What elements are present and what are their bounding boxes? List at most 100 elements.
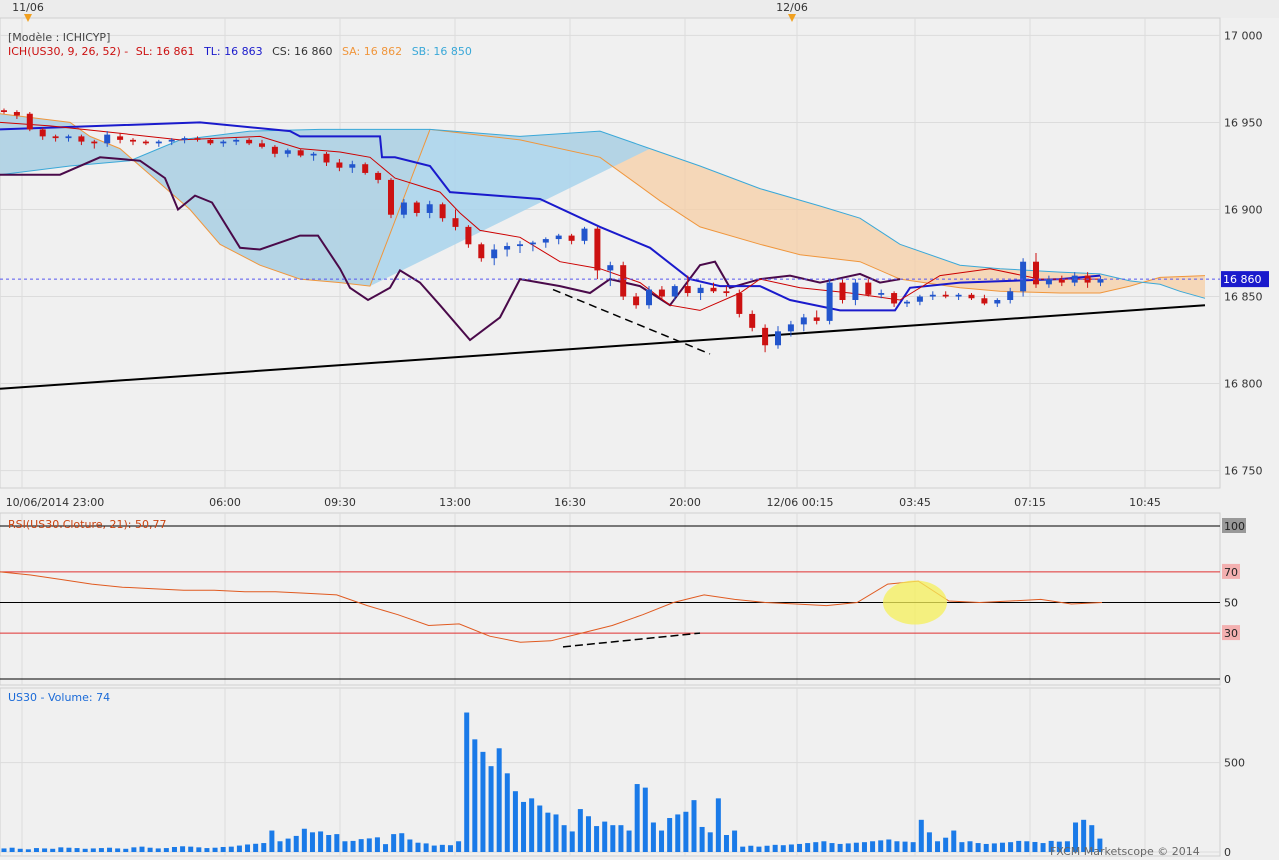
volume-bar bbox=[220, 846, 226, 852]
candle-body bbox=[39, 129, 46, 137]
volume-bar bbox=[618, 825, 624, 852]
candle-body bbox=[284, 150, 291, 154]
volume-bar bbox=[659, 830, 665, 852]
volume-bar bbox=[967, 841, 973, 852]
volume-bar bbox=[545, 812, 551, 852]
volume-bar bbox=[512, 791, 518, 852]
rsi-level-label: 30 bbox=[1224, 627, 1238, 640]
candle-body bbox=[994, 300, 1001, 304]
volume-bar bbox=[155, 848, 161, 852]
trendline-support bbox=[0, 304, 1206, 390]
candle-body bbox=[78, 136, 85, 142]
volume-bar bbox=[423, 843, 429, 852]
volume-bar bbox=[342, 841, 348, 852]
candle-body bbox=[246, 139, 253, 144]
volume-tick-label: 0 bbox=[1224, 846, 1231, 859]
volume-bar bbox=[58, 847, 64, 852]
volume-panel bbox=[0, 687, 1221, 857]
candle-body bbox=[207, 139, 214, 144]
volume-bar bbox=[245, 844, 251, 852]
current-price-badge bbox=[1221, 271, 1269, 288]
candle-body bbox=[181, 138, 188, 140]
candle-body bbox=[594, 228, 601, 271]
volume-bar bbox=[33, 848, 39, 852]
candle-body bbox=[607, 265, 614, 271]
candle-body bbox=[839, 282, 846, 300]
sb-label: SB: 16 850 bbox=[411, 45, 472, 58]
candle-body bbox=[852, 282, 859, 300]
volume-bar bbox=[853, 842, 859, 852]
current-price-label: 16 860 bbox=[1223, 273, 1262, 286]
volume-bar bbox=[439, 844, 445, 852]
volume-bar bbox=[594, 826, 600, 852]
volume-bar bbox=[861, 842, 867, 852]
candle-body bbox=[388, 179, 394, 215]
volume-bar bbox=[1008, 842, 1014, 852]
ichimoku-cloud-bull bbox=[0, 113, 650, 287]
volume-bar bbox=[650, 822, 656, 852]
volume-bar bbox=[131, 847, 137, 852]
candle-body bbox=[891, 293, 898, 304]
x-axis-label: 16:30 bbox=[554, 496, 586, 509]
candle-body bbox=[297, 150, 304, 156]
x-axis-label: 13:00 bbox=[439, 496, 471, 509]
candle-body bbox=[375, 172, 382, 180]
volume-bar bbox=[764, 845, 770, 852]
volume-bar bbox=[391, 834, 397, 852]
volume-bar bbox=[188, 846, 194, 852]
volume-bar bbox=[285, 838, 291, 852]
volume-bar bbox=[115, 848, 121, 852]
candle-body bbox=[1, 110, 7, 112]
candle-body bbox=[452, 218, 459, 227]
candle-body bbox=[736, 293, 743, 314]
candle-body bbox=[723, 291, 730, 294]
volume-bar bbox=[707, 832, 713, 852]
volume-bar bbox=[894, 841, 900, 852]
candle-body bbox=[439, 204, 446, 219]
volume-bar bbox=[902, 841, 908, 852]
volume-bar bbox=[1089, 825, 1095, 852]
volume-bar bbox=[935, 841, 941, 852]
candle-body bbox=[336, 162, 343, 168]
volume-bar bbox=[42, 848, 48, 852]
candle-body bbox=[671, 286, 678, 297]
candle-body bbox=[542, 239, 549, 243]
volume-bar bbox=[829, 843, 835, 852]
volume-bar bbox=[797, 843, 803, 852]
candle-body bbox=[104, 134, 111, 144]
volume-bar bbox=[1064, 841, 1070, 852]
volume-bar bbox=[772, 844, 778, 852]
candle-body bbox=[400, 202, 407, 215]
volume-bar bbox=[1073, 822, 1079, 852]
candle-body bbox=[1058, 279, 1065, 283]
volume-bar bbox=[277, 841, 283, 852]
volume-bar bbox=[488, 766, 494, 852]
volume-bar bbox=[261, 843, 267, 852]
candle-body bbox=[968, 294, 975, 299]
volume-bar bbox=[464, 712, 470, 852]
volume-bar bbox=[675, 814, 681, 852]
volume-bar bbox=[642, 787, 648, 852]
candle-body bbox=[762, 327, 769, 346]
volume-bar bbox=[366, 838, 372, 852]
candle-body bbox=[491, 249, 498, 259]
date-marker-label: 11/06 bbox=[12, 1, 44, 14]
candle-body bbox=[633, 296, 640, 306]
volume-bar bbox=[350, 840, 356, 852]
volume-bar bbox=[740, 846, 746, 852]
volume-bar bbox=[1032, 841, 1038, 852]
candle-body bbox=[310, 153, 317, 156]
volume-bar bbox=[98, 848, 104, 852]
price-tick-label: 16 850 bbox=[1224, 291, 1263, 304]
volume-bar bbox=[123, 848, 129, 852]
candle-body bbox=[323, 153, 330, 163]
volume-bar bbox=[147, 847, 153, 852]
volume-bar bbox=[1081, 819, 1087, 852]
candle-body bbox=[194, 138, 201, 140]
volume-bar bbox=[74, 848, 80, 852]
volume-bar bbox=[780, 845, 786, 852]
volume-bar bbox=[212, 847, 218, 852]
volume-bar bbox=[634, 784, 640, 852]
candle-body bbox=[942, 294, 949, 297]
